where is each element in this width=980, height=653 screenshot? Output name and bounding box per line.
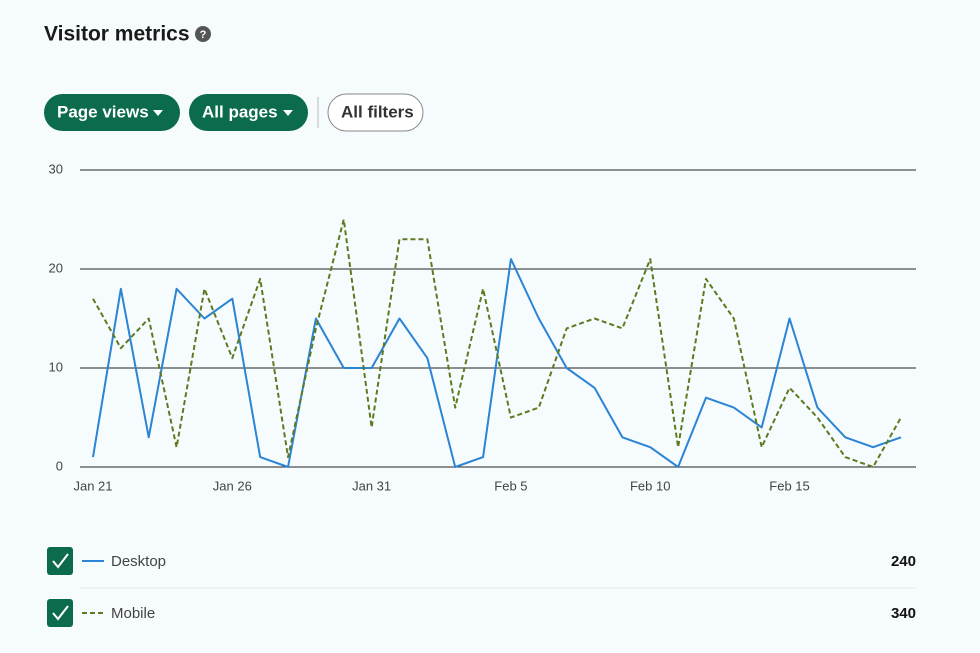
legend-label: Desktop — [111, 553, 166, 570]
series-line — [92, 258, 902, 468]
checkmark — [52, 605, 69, 621]
help-icon[interactable]: ? — [195, 26, 211, 42]
button-label: All filters — [341, 102, 414, 121]
legend-item: Mobile 340 — [47, 599, 916, 627]
button-label: Page views — [57, 102, 149, 121]
filter-all-filters[interactable]: All filters — [327, 93, 424, 132]
button-bg — [189, 94, 308, 131]
checkmark — [52, 553, 69, 569]
legend-total: 240 — [891, 553, 916, 570]
filter-all-pages[interactable]: All pages — [189, 94, 308, 131]
legend-item: Desktop 240 — [47, 547, 916, 575]
series-line — [92, 218, 902, 468]
help-mark: ? — [200, 29, 207, 41]
y-tick-label: 20 — [49, 260, 63, 275]
y-tick-label: 0 — [56, 458, 63, 473]
x-tick-label: Jan 31 — [352, 478, 391, 493]
legend-total: 340 — [891, 605, 916, 622]
caret — [153, 110, 163, 116]
x-tick-label: Feb 15 — [769, 478, 809, 493]
x-tick-label: Jan 26 — [213, 478, 252, 493]
button-bg — [327, 93, 424, 132]
caret — [283, 110, 293, 116]
x-tick-label: Feb 5 — [494, 478, 527, 493]
x-tick-label: Jan 21 — [73, 478, 112, 493]
y-tick-label: 10 — [49, 359, 63, 374]
legend-label: Mobile — [111, 605, 155, 622]
help-circle — [195, 26, 211, 42]
button-label: All pages — [202, 102, 278, 121]
y-tick-label: 30 — [49, 161, 63, 176]
checkbox[interactable] — [47, 547, 73, 575]
checkbox[interactable] — [47, 599, 73, 627]
button-bg — [44, 94, 180, 131]
x-tick-label: Feb 10 — [630, 478, 670, 493]
title: Visitor metrics — [44, 23, 190, 46]
filter-page-views[interactable]: Page views — [44, 94, 180, 131]
